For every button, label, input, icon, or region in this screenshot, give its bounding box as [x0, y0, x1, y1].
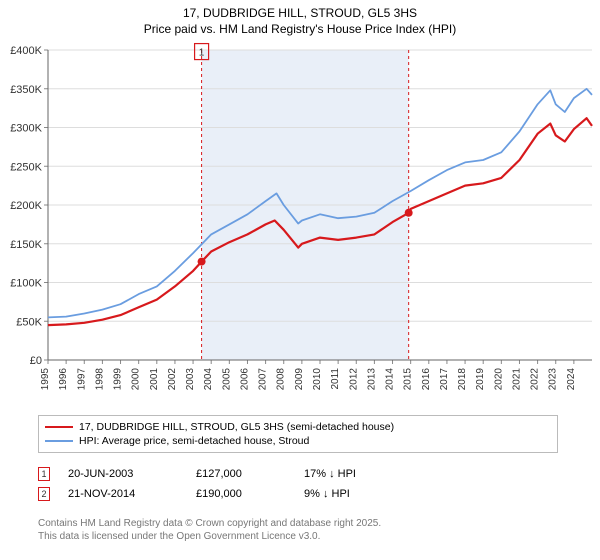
svg-text:2005: 2005: [221, 368, 232, 391]
svg-text:£400K: £400K: [10, 45, 42, 57]
sale-point-marker: 1: [38, 467, 50, 481]
svg-text:£150K: £150K: [10, 239, 42, 251]
legend-swatch: [45, 426, 73, 428]
svg-text:£50K: £50K: [16, 316, 42, 328]
svg-text:2006: 2006: [239, 368, 250, 391]
chart-legend: 17, DUDBRIDGE HILL, STROUD, GL5 3HS (sem…: [38, 415, 558, 453]
svg-text:2016: 2016: [421, 368, 432, 391]
svg-text:2010: 2010: [312, 368, 323, 391]
svg-text:£350K: £350K: [10, 84, 42, 96]
svg-text:1996: 1996: [58, 368, 69, 391]
sale-point-price: £190,000: [196, 488, 286, 500]
svg-text:1999: 1999: [113, 368, 124, 391]
chart-title-address: 17, DUDBRIDGE HILL, STROUD, GL5 3HS: [0, 6, 600, 22]
sale-point-row: 1 20-JUN-2003 £127,000 17% ↓ HPI: [38, 464, 558, 484]
sale-point-row: 2 21-NOV-2014 £190,000 9% ↓ HPI: [38, 484, 558, 504]
legend-row: HPI: Average price, semi-detached house,…: [45, 434, 551, 448]
sale-point-marker: 2: [38, 487, 50, 501]
svg-text:1997: 1997: [76, 368, 87, 391]
svg-text:2018: 2018: [457, 368, 468, 391]
svg-text:2013: 2013: [366, 368, 377, 391]
legend-swatch: [45, 440, 73, 442]
svg-text:2003: 2003: [185, 368, 196, 391]
sale-point-relative: 9% ↓ HPI: [304, 488, 350, 500]
svg-text:2011: 2011: [330, 368, 341, 390]
svg-text:1: 1: [199, 48, 205, 59]
svg-text:2008: 2008: [276, 368, 287, 391]
sale-point-date: 20-JUN-2003: [68, 468, 178, 480]
svg-text:1998: 1998: [94, 368, 105, 391]
svg-text:2014: 2014: [385, 368, 396, 391]
svg-text:2015: 2015: [403, 368, 414, 391]
svg-text:2004: 2004: [203, 368, 214, 391]
svg-text:2021: 2021: [511, 368, 522, 391]
svg-text:£250K: £250K: [10, 161, 42, 173]
chart-footer: Contains HM Land Registry data © Crown c…: [38, 517, 578, 543]
svg-text:2001: 2001: [149, 368, 160, 391]
legend-row: 17, DUDBRIDGE HILL, STROUD, GL5 3HS (sem…: [45, 420, 551, 434]
svg-text:2017: 2017: [439, 368, 450, 391]
svg-text:2024: 2024: [566, 368, 577, 391]
svg-text:2000: 2000: [131, 368, 142, 391]
svg-text:2023: 2023: [548, 368, 559, 391]
price-chart: £0 £50K £100K £150K £200K £250K £300K £350K £400…: [0, 40, 600, 410]
svg-text:2012: 2012: [348, 368, 359, 391]
chart-title-sub: Price paid vs. HM Land Registry's House …: [0, 22, 600, 38]
svg-text:2007: 2007: [258, 368, 269, 391]
svg-text:£100K: £100K: [10, 278, 42, 290]
svg-text:2002: 2002: [167, 368, 178, 391]
svg-text:2009: 2009: [294, 368, 305, 391]
sale-point-date: 21-NOV-2014: [68, 488, 178, 500]
svg-text:£300K: £300K: [10, 123, 42, 135]
svg-text:2022: 2022: [530, 368, 541, 391]
legend-label: 17, DUDBRIDGE HILL, STROUD, GL5 3HS (sem…: [79, 421, 394, 433]
footer-licence: This data is licensed under the Open Gov…: [38, 530, 578, 543]
svg-text:£200K: £200K: [10, 200, 42, 212]
svg-text:2019: 2019: [475, 368, 486, 391]
svg-text:2020: 2020: [493, 368, 504, 391]
sale-point-relative: 17% ↓ HPI: [304, 468, 356, 480]
legend-label: HPI: Average price, semi-detached house,…: [79, 435, 309, 447]
sale-points-table: 1 20-JUN-2003 £127,000 17% ↓ HPI 2 21-NOV-201…: [38, 464, 558, 504]
sale-point-price: £127,000: [196, 468, 286, 480]
footer-copyright: Contains HM Land Registry data © Crown c…: [38, 517, 578, 530]
svg-text:1995: 1995: [40, 368, 51, 391]
svg-text:£0: £0: [30, 355, 42, 367]
